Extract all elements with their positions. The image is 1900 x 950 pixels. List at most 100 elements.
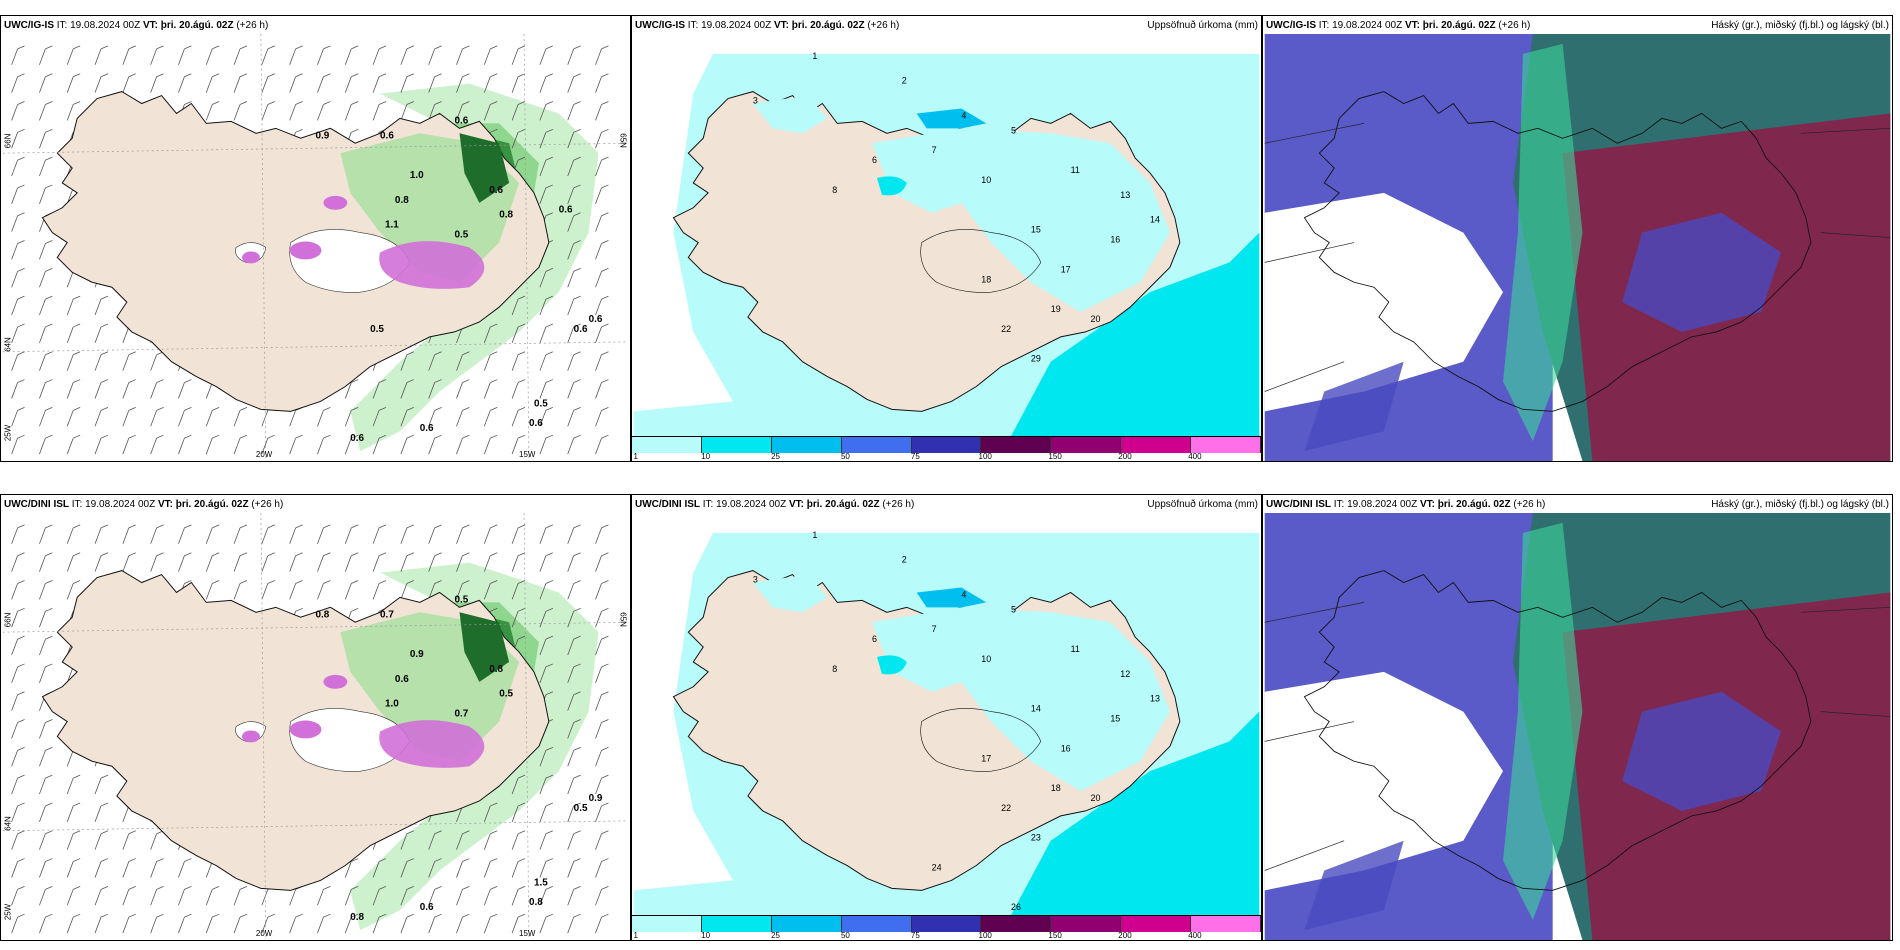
precip-value-label: 6 xyxy=(872,634,877,644)
lat-64n-label: 64N xyxy=(4,337,13,352)
wind-value-label: 0.6 xyxy=(350,433,364,444)
precip-value-label: 1 xyxy=(812,530,817,540)
wind-value-label: 0.6 xyxy=(455,115,469,126)
lead-time: (+26 h) xyxy=(867,20,900,31)
colorbar-swatch xyxy=(701,437,772,453)
precip-value-label: 2 xyxy=(902,76,907,86)
init-time: IT: 19.08.2024 00Z xyxy=(1333,499,1418,510)
precip-value-label: 11 xyxy=(1071,644,1080,654)
init-time: IT: 19.08.2024 00Z xyxy=(71,499,156,510)
lon-20w-label: 20W xyxy=(256,929,273,938)
colorbar-swatch xyxy=(1051,916,1122,932)
init-time: IT: 19.08.2024 00Z xyxy=(687,20,772,31)
lead-time: (+26 h) xyxy=(1513,499,1546,510)
panel-header: UWC/DINI ISL IT: 19.08.2024 00Z VT: þri.… xyxy=(1266,498,1889,511)
valid-time: þri. 20.ágú. 02Z xyxy=(175,499,249,510)
wind-value-label: 1.0 xyxy=(385,699,399,710)
colorbar-tick-label: 150 xyxy=(1048,931,1062,940)
colorbar-swatch xyxy=(632,916,702,932)
valid-time: þri. 20.ágú. 02Z xyxy=(160,20,234,31)
precip-value-label: 1 xyxy=(812,51,817,61)
lon-25w-label: 25W xyxy=(4,424,13,441)
precip-value-label: 10 xyxy=(981,654,991,664)
colorbar-tick-label: 50 xyxy=(840,452,850,461)
lon-15w-label: 15W xyxy=(519,929,536,938)
precip-value-label: 2 xyxy=(902,555,907,565)
precip-value-label: 15 xyxy=(1031,225,1041,235)
wind-value-label: 0.6 xyxy=(574,324,588,335)
colorbar-swatch xyxy=(771,916,842,932)
colorbar-tick-label: 10 xyxy=(701,931,711,940)
precip-value-label: 10 xyxy=(981,175,991,185)
valid-label: VT: xyxy=(1419,499,1435,510)
precip-value-label: 4 xyxy=(961,589,966,599)
wind-value-label: 0.7 xyxy=(380,609,394,620)
panel-header: UWC/DINI ISL IT: 19.08.2024 00Z VT: þri.… xyxy=(635,498,1258,511)
colorbar-tick-label: 25 xyxy=(771,452,780,461)
precip-value-label: 26 xyxy=(1011,902,1021,912)
colorbar-swatch xyxy=(841,437,912,453)
panel-title: Háský (gr.), miðský (fj.bl.) og lágský (… xyxy=(1711,20,1889,31)
colorbar-tick-label: 10 xyxy=(701,452,711,461)
precip-value-label: 14 xyxy=(1031,704,1041,714)
colorbar-swatch xyxy=(981,916,1052,932)
colorbar-swatch xyxy=(1121,916,1192,932)
valid-time: þri. 20.ágú. 02Z xyxy=(1437,499,1511,510)
lon-15w-label: 15W xyxy=(519,450,536,459)
precip-value-label: 8 xyxy=(832,664,837,674)
wind-value-label: 0.8 xyxy=(529,897,543,908)
map-panel-3: UWC/IG-IS IT: 19.08.2024 00Z VT: þri. 20… xyxy=(1262,15,1893,462)
colorbar-tick-label: 1 xyxy=(633,452,638,461)
precip-value-label: 17 xyxy=(981,753,991,763)
model-name: UWC/DINI ISL xyxy=(635,499,700,510)
map-panel-6: UWC/DINI ISL IT: 19.08.2024 00Z VT: þri.… xyxy=(1262,494,1893,941)
model-name: UWC/IG-IS xyxy=(1266,20,1316,31)
precip-value-label: 8 xyxy=(832,185,837,195)
colorbar-tick-label: 75 xyxy=(910,452,920,461)
panel-header: UWC/IG-IS IT: 19.08.2024 00Z VT: þri. 20… xyxy=(1266,19,1889,32)
lat-65n-label: 65N xyxy=(618,612,627,627)
map-panel-2: UWC/IG-IS IT: 19.08.2024 00Z VT: þri. 20… xyxy=(631,15,1262,462)
colorbar-tick-label: 200 xyxy=(1118,452,1132,461)
panel-title: Háský (gr.), miðský (fj.bl.) og lágský (… xyxy=(1711,499,1889,510)
panel-header: UWC/IG-IS IT: 19.08.2024 00Z VT: þri. 20… xyxy=(4,19,627,32)
wind-value-label: 0.6 xyxy=(395,674,409,685)
precip-value-label: 23 xyxy=(1031,833,1041,843)
precip-value-label: 11 xyxy=(1071,165,1080,175)
precip-value-label: 19 xyxy=(1051,304,1061,314)
init-time: IT: 19.08.2024 00Z xyxy=(1318,20,1403,31)
precip-value-label: 18 xyxy=(981,274,991,284)
valid-label: VT: xyxy=(1404,20,1420,31)
wind-value-label: 0.7 xyxy=(455,709,469,720)
wind-value-label: 1.5 xyxy=(534,877,548,888)
cloud-map xyxy=(1264,34,1891,461)
colorbar-swatch xyxy=(911,916,982,932)
wind-value-label: 0.8 xyxy=(316,609,330,620)
precip-value-label: 13 xyxy=(1120,190,1130,200)
valid-label: VT: xyxy=(788,499,804,510)
colorbar-tick-label: 200 xyxy=(1118,931,1132,940)
valid-label: VT: xyxy=(157,499,173,510)
map-panel-5: UWC/DINI ISL IT: 19.08.2024 00Z VT: þri.… xyxy=(631,494,1262,941)
lat-66n-label: 66N xyxy=(4,612,13,627)
wind-value-label: 0.5 xyxy=(574,803,588,814)
init-time: IT: 19.08.2024 00Z xyxy=(56,20,141,31)
lon-25w-label: 25W xyxy=(4,903,13,920)
wind-value-label: 0.5 xyxy=(370,324,384,335)
precip-value-label: 6 xyxy=(872,155,877,165)
colorbar-swatch xyxy=(1121,437,1192,453)
wind-value-label: 0.5 xyxy=(455,594,469,605)
lead-time: (+26 h) xyxy=(1498,20,1531,31)
wind-value-label: 0.9 xyxy=(316,130,330,141)
lat-66n-label: 66N xyxy=(4,133,13,148)
wind-value-label: 0.6 xyxy=(559,205,573,216)
wind-value-label: 0.6 xyxy=(420,423,434,434)
wind-value-label: 0.5 xyxy=(455,230,469,241)
colorbar-swatch xyxy=(1191,916,1261,932)
precip-value-label: 20 xyxy=(1090,314,1100,324)
wind-value-label: 0.8 xyxy=(350,912,364,923)
wind-value-label: 0.5 xyxy=(499,689,513,700)
wind-value-label: 0.9 xyxy=(410,649,424,660)
